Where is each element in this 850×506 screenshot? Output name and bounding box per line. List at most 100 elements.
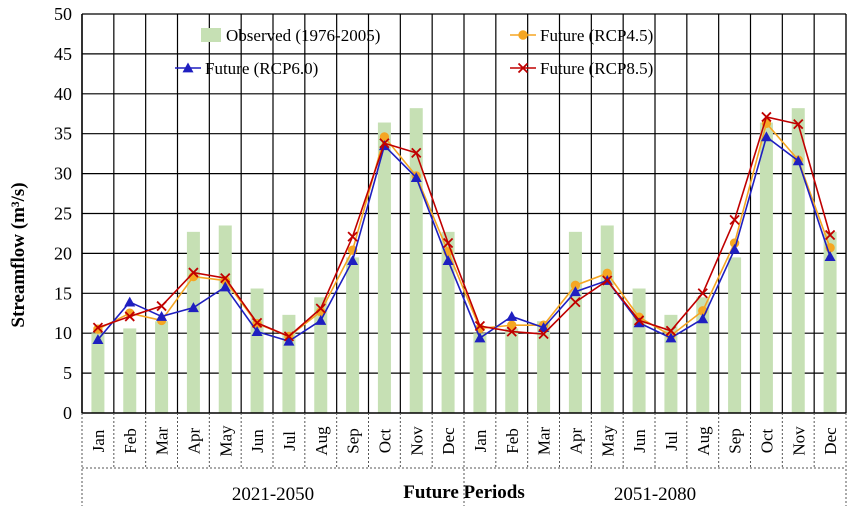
point-rcp85 <box>793 118 804 130</box>
point-rcp85 <box>283 331 295 342</box>
month-tick-label: Jan <box>89 429 108 452</box>
observed-bar <box>505 328 519 413</box>
legend-label-1: Future (RCP6.0) <box>205 59 318 78</box>
observed-bar <box>218 225 232 413</box>
month-tick-label: May <box>598 425 617 457</box>
observed-bar <box>759 122 773 413</box>
point-rcp60 <box>219 281 231 292</box>
month-tick-label: Jun <box>248 429 267 453</box>
point-rcp85 <box>474 320 486 332</box>
legend: Observed (1976-2005) Future (RCP4.5) Futur… <box>175 26 653 78</box>
observed-bar <box>282 314 296 413</box>
series-line-0 <box>97 121 831 338</box>
point-rcp60 <box>538 322 550 333</box>
month-tick-label: Sep <box>726 428 745 454</box>
y-tick-label: 5 <box>63 363 72 383</box>
point-rcp60 <box>506 310 518 321</box>
observed-bar <box>823 231 837 413</box>
month-tick-label: Dec <box>821 427 840 455</box>
point-rcp85 <box>602 275 613 286</box>
observed-bar <box>473 333 487 413</box>
future-series-lines <box>92 111 836 346</box>
point-rcp85 <box>538 328 549 340</box>
observed-bar <box>568 231 582 413</box>
point-rcp60 <box>824 251 836 261</box>
month-tick-label: Nov <box>789 426 808 456</box>
point-rcp60 <box>187 302 199 313</box>
axes: 0 5 10 15 20 25 30 35 40 45 50 Jan Feb Mar Apr May Jun Ju… <box>54 4 847 506</box>
point-rcp85 <box>824 229 836 241</box>
observed-bar <box>314 297 328 413</box>
observed-bar <box>537 321 551 413</box>
point-rcp60 <box>315 314 327 325</box>
y-tick-label: 45 <box>54 44 72 64</box>
observed-bar <box>441 231 455 413</box>
period-label-1: 2021-2050 <box>232 484 314 505</box>
point-rcp60 <box>665 332 677 343</box>
observed-bar <box>696 297 710 413</box>
point-rcp60 <box>156 310 168 321</box>
y-tick-label: 20 <box>54 243 72 263</box>
point-rcp85 <box>124 311 135 322</box>
period-label-2: 2051-2080 <box>614 484 696 505</box>
month-tick-label: May <box>216 425 235 457</box>
observed-bar <box>377 122 391 413</box>
legend-swatch-observed <box>201 28 221 42</box>
month-tick-label: Mar <box>535 427 554 456</box>
month-tick-label: Jan <box>471 429 490 452</box>
gridlines <box>81 13 847 413</box>
month-tick-label: Apr <box>566 427 585 454</box>
month-tick-label: Feb <box>121 428 140 454</box>
y-tick-label: 15 <box>54 283 72 303</box>
month-tick-label: Mar <box>153 427 172 456</box>
y-tick-label: 10 <box>54 323 72 343</box>
legend-label-0: Future (RCP4.5) <box>540 26 653 45</box>
observed-bar <box>91 333 105 413</box>
y-tick-label: 50 <box>54 4 72 24</box>
point-rcp60 <box>347 255 359 265</box>
month-tick-label: Oct <box>757 428 776 453</box>
point-rcp60 <box>182 62 194 73</box>
point-rcp85 <box>665 325 677 336</box>
observed-bar <box>186 231 200 413</box>
observed-bar <box>346 257 360 413</box>
point-rcp85 <box>251 317 263 328</box>
point-rcp85 <box>633 315 645 326</box>
month-tick-label: Aug <box>312 426 331 456</box>
point-rcp85 <box>442 237 454 249</box>
month-tick-label: Sep <box>344 428 363 454</box>
legend-label-2: Future (RCP8.5) <box>540 59 653 78</box>
point-rcp85 <box>517 62 529 74</box>
y-axis-title: Streamflow (m³/s) <box>8 182 29 327</box>
point-rcp60 <box>633 317 645 328</box>
y-tick-label: 40 <box>54 84 72 104</box>
point-rcp60 <box>124 296 136 307</box>
point-rcp85 <box>347 231 358 242</box>
point-rcp60 <box>92 334 104 344</box>
point-rcp85 <box>220 273 231 284</box>
series-line-2 <box>97 115 831 338</box>
point-rcp85 <box>570 296 581 308</box>
observed-bar <box>600 225 614 413</box>
point-rcp85 <box>729 214 740 226</box>
point-rcp85 <box>379 138 390 149</box>
month-tick-label: Dec <box>439 427 458 455</box>
point-rcp60 <box>410 172 422 182</box>
month-tick-label: Oct <box>375 428 394 453</box>
point-rcp85 <box>761 111 772 123</box>
month-tick-label: Jun <box>630 429 649 453</box>
point-rcp60 <box>251 326 263 337</box>
point-rcp60 <box>569 286 581 297</box>
point-rcp60 <box>442 255 454 265</box>
observed-bar <box>791 108 805 413</box>
point-rcp60 <box>283 335 295 346</box>
point-rcp45 <box>507 320 517 330</box>
observed-bar <box>155 321 169 413</box>
y-tick-label: 30 <box>54 164 72 184</box>
point-rcp85 <box>315 303 326 314</box>
month-tick-label: Apr <box>184 427 203 454</box>
point-rcp60 <box>792 155 804 166</box>
point-rcp45 <box>518 30 528 40</box>
month-tick-label: Aug <box>694 426 713 456</box>
